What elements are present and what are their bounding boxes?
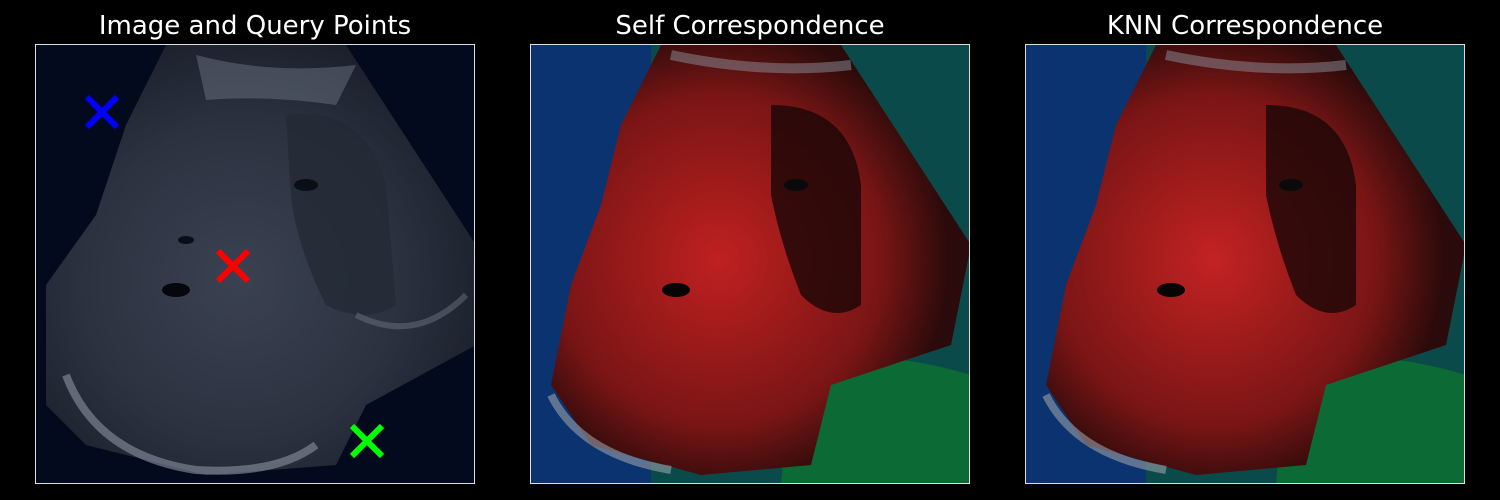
self-correspondence-map	[531, 45, 969, 483]
panel-title-knn: KNN Correspondence	[1106, 11, 1384, 41]
query-markers	[84, 94, 385, 459]
query-point-green-icon	[349, 423, 385, 459]
panel-title-image: Image and Query Points	[98, 11, 412, 41]
query-point-blue-icon	[84, 94, 120, 130]
panel-knn-correspondence	[1025, 44, 1465, 484]
query-point-red-icon	[215, 248, 251, 284]
panel-title-self: Self Correspondence	[615, 11, 885, 41]
ultrasound-image	[36, 45, 474, 483]
panel-image-query-points	[35, 44, 475, 484]
panel-self-correspondence	[530, 44, 970, 484]
knn-correspondence-map	[1026, 45, 1464, 483]
